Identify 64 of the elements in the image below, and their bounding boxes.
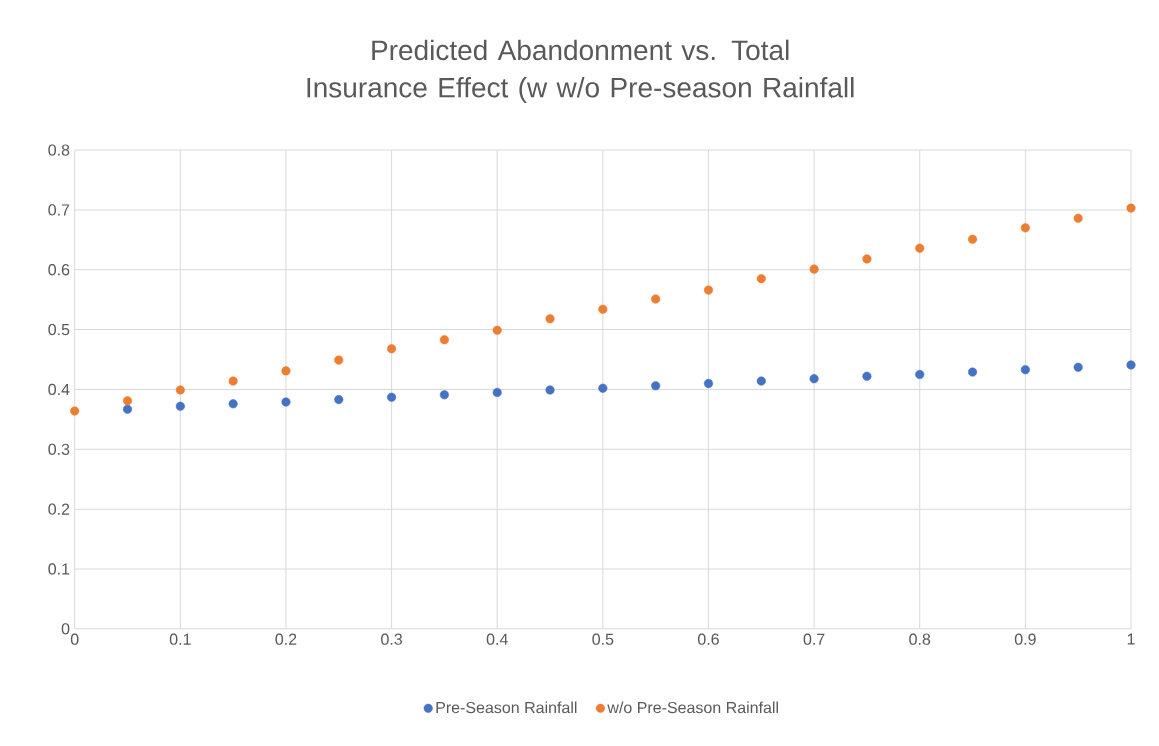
x-tick-label: 0.5 (592, 633, 614, 645)
point (228, 399, 238, 409)
point (1073, 362, 1083, 372)
x-tick-label: 0 (70, 633, 79, 645)
y-tick-label: 0.6 (48, 263, 70, 276)
x-tick-label: 1 (1127, 633, 1135, 645)
point (651, 294, 661, 304)
point (122, 404, 133, 414)
point (1073, 213, 1083, 223)
point (545, 385, 555, 395)
point (1126, 360, 1136, 370)
point (175, 401, 185, 411)
point (703, 378, 714, 388)
y-tick-label: 0 (61, 623, 70, 635)
point (281, 397, 291, 407)
point (703, 285, 714, 295)
legend-label: w/o Pre-Season Rainfall (607, 701, 778, 714)
point (756, 274, 766, 284)
point (492, 387, 502, 397)
point (968, 367, 978, 377)
point (439, 390, 449, 400)
x-tick-label: 0.8 (909, 633, 931, 645)
y-tick-label: 0.7 (48, 204, 70, 216)
point (175, 385, 185, 395)
x-tick-label: 0.9 (1014, 633, 1036, 645)
point (598, 304, 608, 314)
point (862, 254, 872, 264)
point (281, 366, 291, 376)
point (1020, 365, 1030, 375)
point (756, 376, 766, 386)
point (439, 335, 449, 345)
y-tick-label: 0.1 (48, 563, 70, 575)
y-tick-label: 0.4 (48, 383, 70, 395)
point (387, 392, 397, 402)
point (122, 396, 133, 406)
x-tick-label: 0.4 (486, 633, 508, 645)
point (862, 371, 872, 381)
point (809, 374, 819, 384)
point (1126, 203, 1136, 213)
point (968, 234, 978, 244)
point (651, 381, 661, 391)
x-tick-label: 0.7 (803, 633, 825, 645)
y-tick-label: 0.3 (48, 443, 70, 455)
y-tick-label: 0.8 (48, 144, 70, 156)
point (387, 344, 397, 354)
point (809, 264, 819, 274)
point (492, 325, 502, 335)
point (915, 369, 925, 379)
chart-title: Predicted Abandonment vs. Total Insurance Effect (w w/o Pre-season Rainfall (307, 39, 854, 103)
point (334, 355, 344, 365)
point (598, 383, 608, 393)
point (228, 376, 238, 386)
point (334, 394, 344, 405)
x-tick-label: 0.1 (169, 633, 191, 645)
x-tick-label: 0.2 (275, 633, 297, 645)
point (70, 406, 80, 416)
y-tick-label: 0.2 (48, 503, 70, 515)
x-tick-label: 0.6 (697, 633, 719, 645)
point (545, 314, 555, 324)
point (1020, 223, 1030, 233)
x-tick-label: 0.3 (381, 633, 403, 645)
point (915, 243, 925, 253)
y-tick-label: 0.5 (48, 323, 70, 336)
legend-label: Pre-Season Rainfall (436, 701, 577, 714)
